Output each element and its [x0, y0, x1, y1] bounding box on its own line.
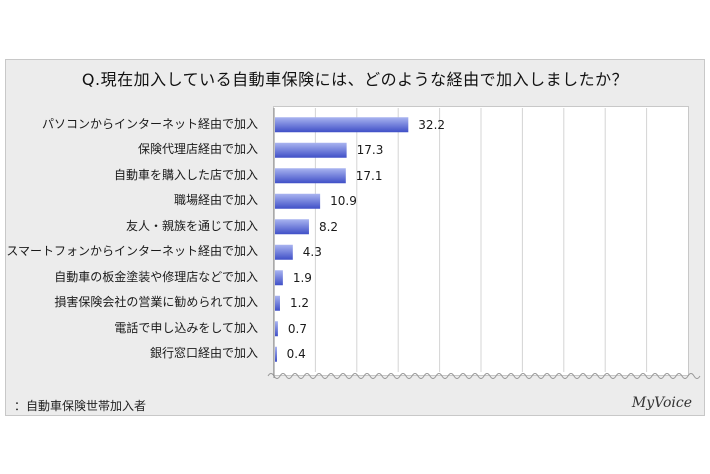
- bar: [275, 142, 347, 158]
- bar: [275, 321, 278, 337]
- category-label: 友人・親族を通じて加入: [125, 218, 258, 233]
- bar: [275, 168, 346, 184]
- axis-break-line: [267, 373, 701, 379]
- value-label: 32.2: [418, 117, 446, 132]
- category-label: 電話で申し込みをして加入: [114, 320, 258, 335]
- bar: [275, 270, 283, 286]
- category-label: パソコンからインターネット経由で加入: [41, 116, 258, 131]
- value-label: 10.9: [330, 194, 357, 209]
- chart-title: Q.現在加入している自動車保険には、どのような経由で加入しましたか？: [81, 70, 629, 89]
- value-label: 17.1: [355, 168, 383, 183]
- value-label: 0.4: [286, 347, 306, 362]
- category-label: 損害保険会社の営業に勧められて加入: [54, 295, 258, 310]
- footnote: ：自動車保険世帯加入者: [14, 399, 147, 413]
- category-label: 保険代理店経由で加入: [137, 142, 258, 157]
- category-label: 自動車を購入した店で加入: [113, 167, 258, 182]
- value-label: 4.3: [302, 245, 322, 260]
- value-label: 17.3: [356, 143, 384, 158]
- value-label: 1.9: [292, 270, 312, 285]
- value-label: 1.2: [289, 296, 310, 311]
- brand-logo: MyVoice: [631, 395, 692, 411]
- bar: [275, 295, 280, 311]
- category-label: 自動車の板金塗装や修理店などで加入: [54, 269, 258, 284]
- category-label: 銀行窓口経由で加入: [149, 346, 258, 361]
- bar: [275, 219, 309, 235]
- bar: [275, 244, 293, 260]
- bar: [275, 346, 277, 362]
- category-label: 職場経由で加入: [173, 193, 258, 208]
- value-label: 8.2: [318, 219, 339, 234]
- bar: [275, 117, 409, 133]
- bar: [275, 193, 321, 209]
- value-label: 0.7: [287, 321, 307, 336]
- category-label: スマートフォンからインターネット経由で加入: [6, 244, 258, 259]
